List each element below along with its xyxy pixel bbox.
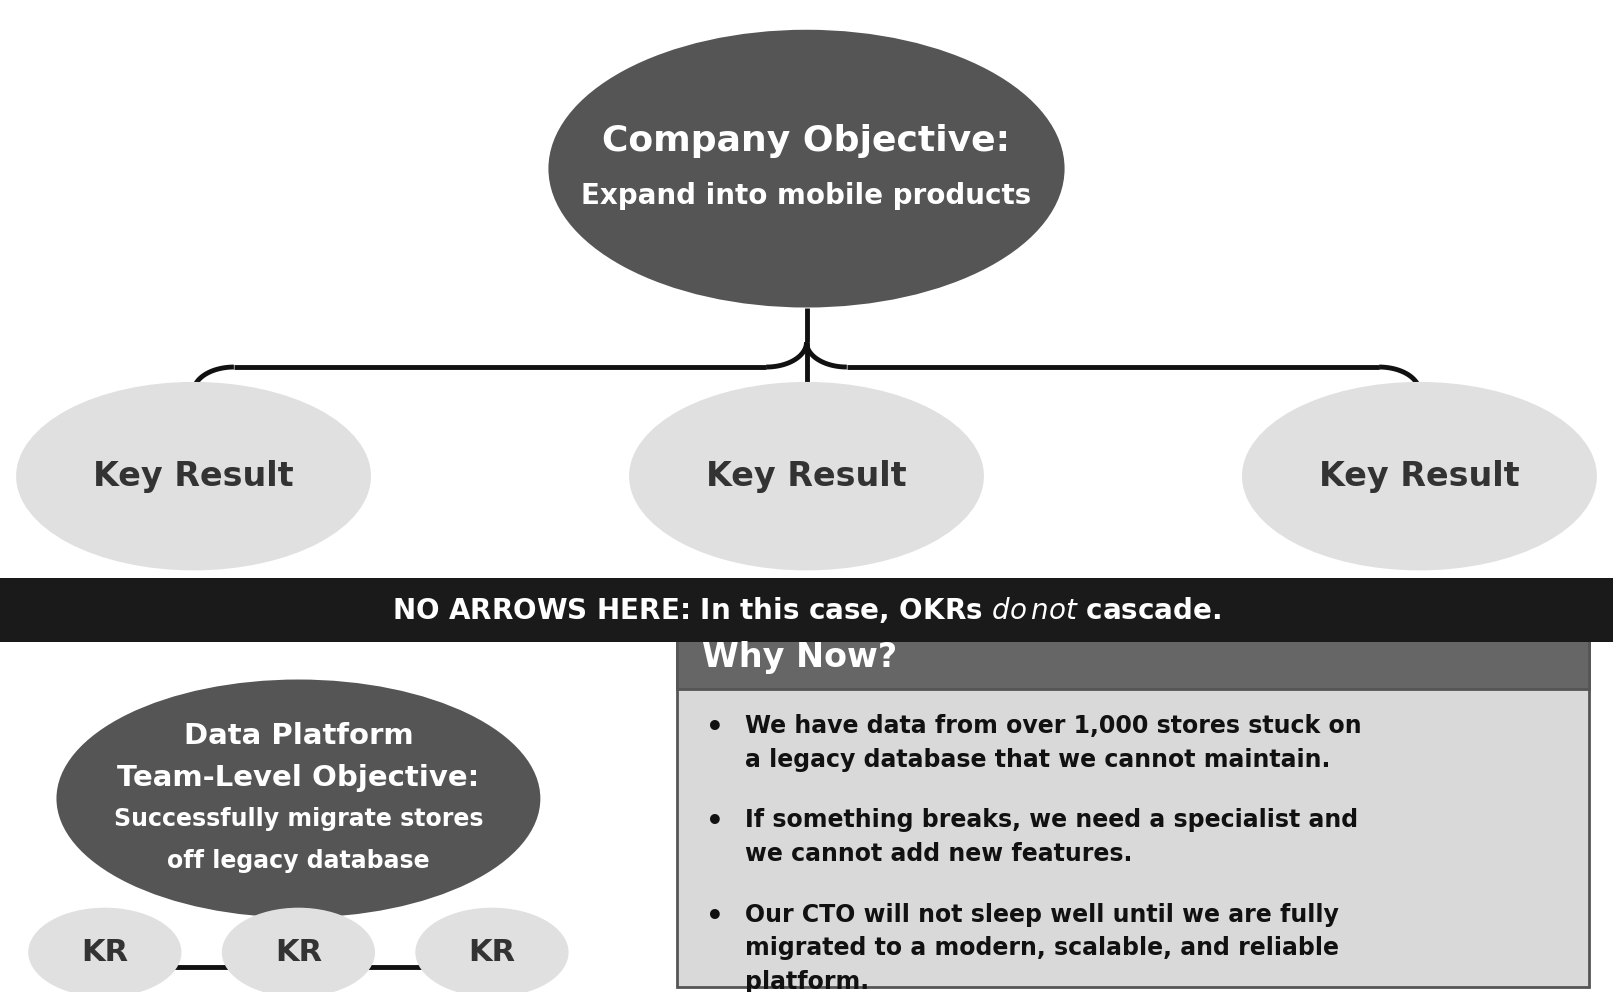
Text: NO ARROWS HERE: In this case, OKRs $\it{do\/not}$ cascade.: NO ARROWS HERE: In this case, OKRs $\it{…	[392, 595, 1221, 625]
Text: •: •	[706, 714, 724, 742]
Text: Key Result: Key Result	[94, 459, 294, 493]
Text: Key Result: Key Result	[1319, 459, 1519, 493]
Ellipse shape	[27, 908, 181, 992]
Ellipse shape	[629, 382, 984, 570]
Ellipse shape	[1242, 382, 1597, 570]
Text: Team-Level Objective:: Team-Level Objective:	[118, 764, 479, 792]
FancyBboxPatch shape	[677, 625, 1589, 987]
Ellipse shape	[415, 908, 568, 992]
Text: Data Platform: Data Platform	[184, 722, 413, 750]
Text: We have data from over 1,000 stores stuck on
a legacy database that we cannot ma: We have data from over 1,000 stores stuc…	[745, 714, 1361, 772]
Text: Key Result: Key Result	[706, 459, 907, 493]
Text: KR: KR	[468, 937, 516, 967]
Text: Expand into mobile products: Expand into mobile products	[581, 183, 1032, 210]
Text: If something breaks, we need a specialist and
we cannot add new features.: If something breaks, we need a specialis…	[745, 808, 1358, 866]
Ellipse shape	[221, 908, 374, 992]
FancyBboxPatch shape	[0, 577, 1613, 643]
Text: Company Objective:: Company Objective:	[603, 124, 1010, 158]
Text: •: •	[706, 808, 724, 836]
Text: off legacy database: off legacy database	[168, 849, 429, 873]
Text: Our CTO will not sleep well until we are fully
migrated to a modern, scalable, a: Our CTO will not sleep well until we are…	[745, 903, 1339, 992]
Text: Why Now?: Why Now?	[702, 641, 897, 674]
Text: Successfully migrate stores: Successfully migrate stores	[113, 807, 484, 831]
Text: KR: KR	[81, 937, 129, 967]
Ellipse shape	[56, 680, 540, 918]
FancyBboxPatch shape	[677, 625, 1589, 689]
Text: KR: KR	[274, 937, 323, 967]
Ellipse shape	[548, 30, 1065, 308]
Ellipse shape	[16, 382, 371, 570]
Text: •: •	[706, 903, 724, 930]
